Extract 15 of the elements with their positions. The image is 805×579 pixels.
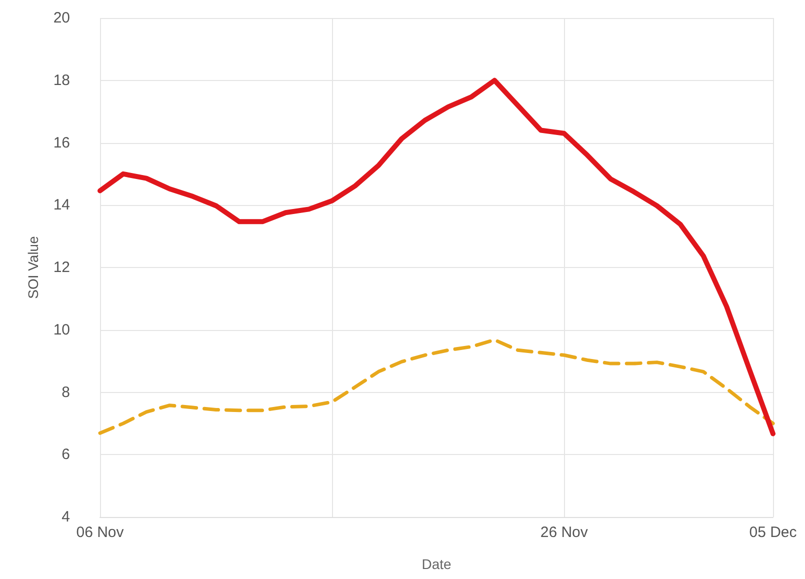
y-tick-label: 16 (53, 134, 70, 152)
x-tick-label: 06 Nov (76, 524, 124, 541)
y-tick-label: 14 (53, 196, 70, 214)
y-tick-label: 8 (62, 384, 70, 401)
y-tick-label: 20 (53, 10, 70, 26)
x-tick-label: 26 Nov (540, 524, 588, 541)
y-tick-label: 4 (62, 508, 70, 526)
x-axis-title: Date (422, 556, 452, 572)
y-tick-label: 10 (53, 321, 70, 338)
y-axis-title: SOI Value (25, 236, 41, 299)
y-tick-label: 18 (53, 72, 70, 89)
line-series (98, 338, 775, 435)
x-tick-label: 05 Dec (749, 524, 798, 541)
y-tick-label: 12 (53, 259, 70, 276)
y-tick-label: 6 (62, 446, 70, 464)
